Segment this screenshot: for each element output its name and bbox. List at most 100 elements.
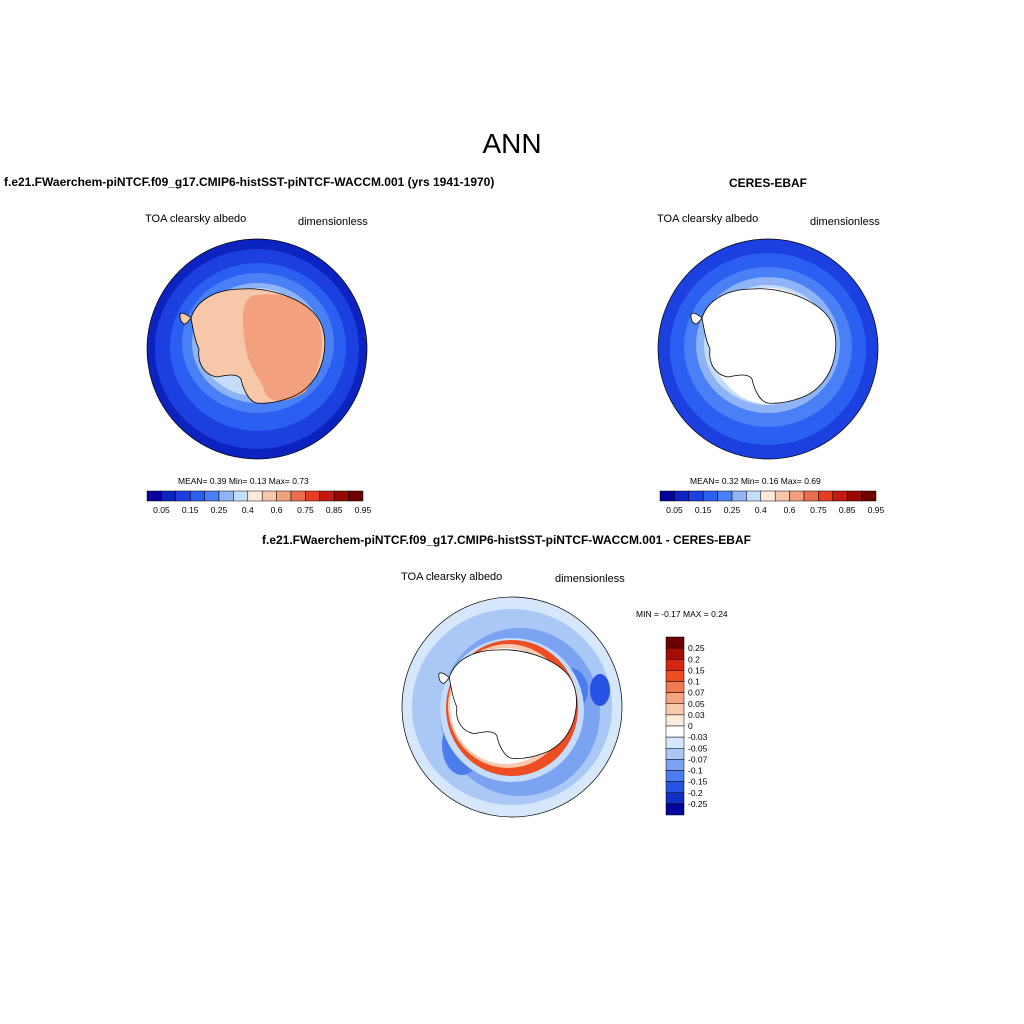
model-colorbar-tick-label: 0.25 [211,505,228,515]
model-colorbar-box [261,490,277,502]
obs-colorbar-box [818,490,834,502]
diff-colorbar-tick-label: -0.03 [688,732,708,742]
diff-colorbar-box [665,736,685,749]
diff-colorbar-tick-label: -0.2 [688,788,703,798]
obs-colorbar-tick-label: 0.75 [810,505,827,515]
model-colorbar-box [146,490,162,502]
diff-colorbar-box [665,636,685,649]
model-colorbar-box [305,490,321,502]
obs-colorbar-box [861,490,877,502]
diff-colorbar-box [665,659,685,671]
obs-colorbar-box [674,490,690,502]
diff-colorbar-box [665,781,685,793]
obs-max-value: 0.69 [804,476,821,486]
diff-variable-label: TOA clearsky albedo [401,571,503,583]
diff-colorbar-box [665,759,685,771]
diff-colorbar-tick-label: -0.1 [688,766,703,776]
model-colorbar-tick-label: 0.75 [297,505,314,515]
diff-colorbar-box [665,714,685,727]
model-stats: MEAN= 0.39 Min= 0.13 Max= 0.73 [178,476,309,486]
diff-colorbar-box [665,692,685,704]
model-colorbar-box [276,490,292,502]
diff-colorbar-box [665,647,685,660]
model-colorbar-box [333,490,349,502]
diff-colorbar-box [665,681,685,693]
model-units-label: dimensionless [298,216,368,228]
model-colorbar-tick-label: 0.6 [271,505,283,515]
diff-colorbar-tick-label: 0.25 [688,643,705,653]
season-title: ANN [482,128,542,159]
obs-units-label: dimensionless [810,216,880,228]
obs-colorbar-box [803,490,819,502]
obs-polar-map [657,238,879,460]
obs-colorbar-box [789,490,805,502]
diff-colorbar-box [665,725,685,738]
model-colorbar-box [247,490,263,502]
diff-colorbar-box [665,703,685,716]
diff-panel-title: f.e21.FWaerchem-piNTCF.f09_g17.CMIP6-his… [262,533,751,547]
diff-colorbar-tick-label: 0 [688,721,693,731]
diff-colorbar: 0.250.20.150.10.070.050.030-0.03-0.05-0.… [665,636,708,816]
obs-colorbar-tick-label: 0.15 [695,505,712,515]
model-panel-title: f.e21.FWaerchem-piNTCF.f09_g17.CMIP6-his… [4,175,495,189]
model-colorbar-tick-label: 0.85 [326,505,343,515]
model-colorbar: 0.05 0.15 0.25 0.4 0.6 0.75 0.85 0.95 [146,490,372,515]
obs-mean-label: MEAN= [690,476,720,486]
model-colorbar-box [204,490,220,502]
obs-colorbar-box [832,490,848,502]
diff-colorbar-tick-label: 0.07 [688,688,705,698]
obs-min-value: 0.16 [761,476,779,486]
model-colorbar-box [175,490,191,502]
diff-colorbar-tick-label: -0.15 [688,777,708,787]
diff-colorbar-box [665,770,685,782]
obs-mean-value: 0.32 [721,476,739,486]
diff-polar-map [401,596,623,818]
model-colorbar-tick-label: 0.4 [242,505,254,515]
obs-colorbar-box [731,490,747,502]
obs-colorbar-box [846,490,862,502]
obs-colorbar-tick-label: 0.05 [666,505,683,515]
diff-stats: MIN = -0.17 MAX = 0.24 [636,609,728,619]
diff-units-label: dimensionless [555,573,625,585]
obs-min-label: Min= [740,476,760,486]
model-variable-label: TOA clearsky albedo [145,213,247,225]
model-max-label: Max= [268,476,290,486]
model-colorbar-tick-label: 0.15 [182,505,199,515]
diff-colorbar-tick-label: 0.1 [688,677,700,687]
obs-panel-title: CERES-EBAF [729,176,808,190]
model-colorbar-tick-label: 0.05 [153,505,170,515]
obs-colorbar: 0.05 0.15 0.25 0.4 0.6 0.75 0.85 0.95 [659,490,885,515]
obs-variable-label: TOA clearsky albedo [657,213,759,225]
obs-colorbar-tick-label: 0.85 [839,505,856,515]
obs-colorbar-box [717,490,733,502]
obs-colorbar-box [659,490,675,502]
obs-colorbar-tick-label: 0.95 [868,505,885,515]
diff-colorbar-tick-label: 0.03 [688,710,705,720]
diff-colorbar-tick-label: 0.2 [688,654,700,664]
obs-colorbar-tick-label: 0.6 [784,505,796,515]
model-colorbar-box [218,490,234,502]
diff-colorbar-box [665,803,685,816]
obs-colorbar-tick-label: 0.25 [724,505,741,515]
model-max-value: 0.73 [292,476,309,486]
model-min-label: Min= [228,476,248,486]
model-colorbar-box [348,490,364,502]
diff-colorbar-box [665,792,685,805]
obs-max-label: Max= [780,476,802,486]
diff-colorbar-tick-label: -0.07 [688,754,708,764]
diff-colorbar-tick-label: -0.25 [688,799,708,809]
model-colorbar-box [319,490,335,502]
diff-colorbar-box [665,748,685,760]
model-min-value: 0.13 [249,476,267,486]
obs-colorbar-box [760,490,776,502]
model-colorbar-box [189,490,205,502]
obs-colorbar-box [688,490,704,502]
diff-colorbar-box [665,670,685,682]
obs-colorbar-box [702,490,718,502]
model-colorbar-box [233,490,249,502]
diff-colorbar-tick-label: 0.05 [688,699,705,709]
model-mean-value: 0.39 [209,476,227,486]
model-colorbar-box [290,490,306,502]
diff-colorbar-tick-label: -0.05 [688,743,708,753]
